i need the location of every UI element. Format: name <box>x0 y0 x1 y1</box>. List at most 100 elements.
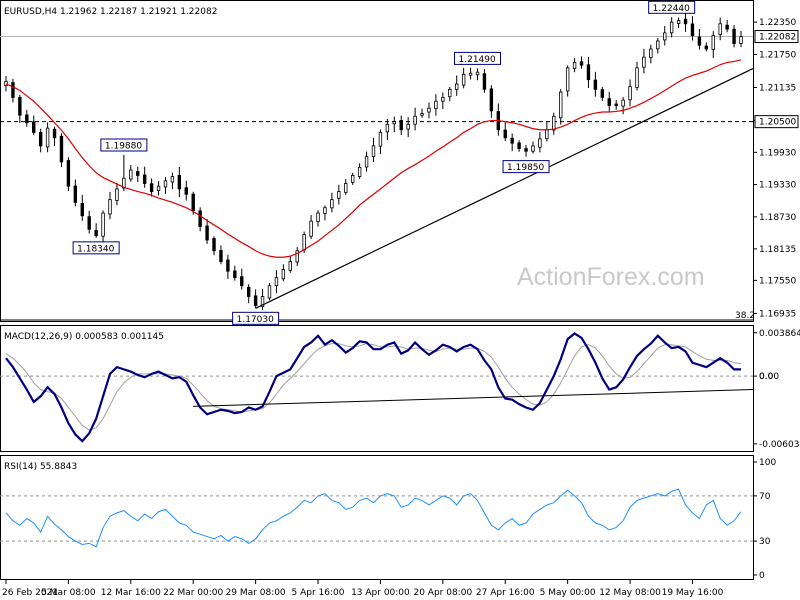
time-tick-label: 12 Mar 16:00 <box>101 588 161 598</box>
macd-tick-label: -0.006038 <box>759 440 800 450</box>
candle-body <box>635 67 639 88</box>
macd-trendline <box>193 389 754 407</box>
candle-body <box>316 212 320 222</box>
price-tick-label: 1.18135 <box>759 245 796 255</box>
price-trendline <box>255 67 754 309</box>
candle-body <box>52 128 57 139</box>
candle-body <box>475 71 480 76</box>
price-panel: EURUSD,H4 1.21962 1.22187 1.21921 1.2208… <box>0 0 799 325</box>
candle-body <box>614 103 618 106</box>
candle-body <box>344 183 348 193</box>
annotation-box <box>454 51 502 65</box>
candle-body <box>739 36 743 44</box>
annotation-box <box>72 241 120 255</box>
candle-body <box>25 114 29 124</box>
macd-signal-line <box>5 343 742 431</box>
candle-body <box>260 296 265 307</box>
candle-body <box>413 115 417 125</box>
candle-body <box>732 28 736 45</box>
candle-body <box>122 177 126 189</box>
candle-body <box>434 100 438 109</box>
candle-body <box>482 73 487 90</box>
candle-body <box>697 36 702 46</box>
candle-body <box>559 91 563 119</box>
candle-body <box>87 216 91 230</box>
time-tick-label: 26 Feb 2021 <box>2 588 58 598</box>
candles <box>4 12 743 310</box>
candle-body <box>38 132 43 147</box>
candle-body <box>718 23 722 35</box>
price-tick-label: 1.18730 <box>759 213 796 223</box>
fib-level-label: 38.2 <box>735 311 755 321</box>
candle-body <box>503 129 507 139</box>
candle-body <box>309 220 313 237</box>
candle-body <box>233 270 237 279</box>
candle-body <box>600 89 605 98</box>
candle-body <box>59 135 64 163</box>
candle-body <box>163 180 168 188</box>
candle-body <box>552 115 556 131</box>
candle-body <box>288 261 292 271</box>
price-horizontal-lines: 1.22082 1.20500 <box>0 30 799 321</box>
price-tick-label: 1.21135 <box>759 83 796 93</box>
candle-body <box>441 97 445 102</box>
candle-body <box>427 107 431 113</box>
candle-body <box>115 188 119 201</box>
candle-body <box>184 187 188 195</box>
price-tick-label: 1.19930 <box>759 148 796 158</box>
candle-body <box>267 285 272 299</box>
candle-body <box>295 250 299 263</box>
candle-body <box>406 123 410 130</box>
time-tick-label: 12 May 08:00 <box>599 588 661 598</box>
candle-body <box>663 32 667 41</box>
macd-panel: MACD(12,26,9) 0.000583 0.001145 0.003864… <box>0 325 800 452</box>
price-tick-label: 1.22350 <box>759 18 796 28</box>
candle-body <box>642 56 646 68</box>
candle-body <box>510 137 514 144</box>
candle-body <box>378 132 383 147</box>
watermark: ActionForex.com <box>517 263 705 291</box>
annotation-box <box>502 160 550 174</box>
macd-tick-label: 0.0 <box>759 372 774 382</box>
candle-body <box>101 212 105 237</box>
candle-body <box>136 171 140 176</box>
candle-body <box>45 127 50 148</box>
rsi-tick-label: 70 <box>759 492 771 502</box>
price-annotations: 1.18340 1.19880 1.17030 1.21490 1.19850 1.224… <box>72 0 696 325</box>
candle-body <box>302 234 306 251</box>
macd-panel-title: MACD(12,26,9) 0.000583 0.001145 <box>4 332 164 342</box>
candle-body <box>656 40 660 50</box>
candle-body <box>531 145 535 152</box>
candle-body <box>330 199 334 209</box>
candle-body <box>392 121 397 125</box>
candle-body <box>240 276 244 287</box>
rsi-tick-label: 0 <box>759 571 765 581</box>
candle-body <box>690 23 695 36</box>
candle-body <box>455 83 459 90</box>
candle-body <box>572 62 577 69</box>
candle-body <box>364 156 369 168</box>
candle-body <box>177 174 182 190</box>
time-tick-label: 20 Apr 08:00 <box>413 588 472 598</box>
candle-body <box>205 225 209 241</box>
candle-body <box>517 142 521 149</box>
candle-body <box>323 207 327 214</box>
annotation-box <box>232 311 280 325</box>
candle-body <box>18 97 22 116</box>
candle-body <box>281 269 286 280</box>
candle-body <box>246 286 251 297</box>
time-tick-label: 29 Mar 08:00 <box>226 588 286 598</box>
annotation-box <box>100 138 148 152</box>
candle-body <box>385 123 390 133</box>
annotation-box <box>648 0 696 14</box>
candle-body <box>371 145 376 157</box>
candle-body <box>586 64 591 81</box>
candle-body <box>253 295 258 307</box>
annotation-label: 1.17030 <box>237 315 274 325</box>
moving-average-line <box>5 59 742 258</box>
rsi-tick-label: 100 <box>759 458 776 468</box>
candle-body <box>461 73 466 86</box>
rsi-axis: 100 70 30 0 <box>0 458 776 581</box>
candle-body <box>274 277 279 287</box>
